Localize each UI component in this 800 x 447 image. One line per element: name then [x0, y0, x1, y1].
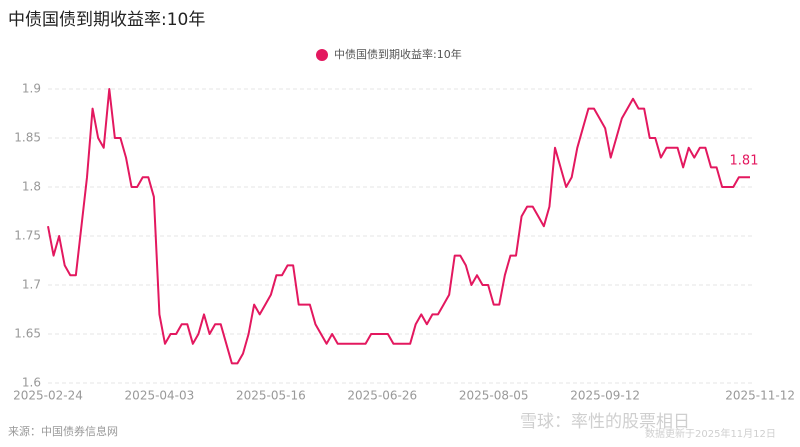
- line: [47, 88, 750, 365]
- source: 来源：中国债券信息网: [8, 424, 118, 438]
- y-tick-label: 1.9: [22, 82, 41, 96]
- update-note: 数据更新于2025年11月12日: [645, 427, 776, 440]
- y-tick-label: 1.75: [14, 229, 41, 243]
- x-tick-label: 2025-08-05: [459, 389, 529, 403]
- x-tick-label: 2025-06-26: [347, 389, 417, 403]
- x-tick-label: 2025-05-16: [236, 389, 306, 403]
- y-tick-label: 1.7: [22, 278, 41, 292]
- x-tick-label: 2025-02-24: [13, 389, 83, 403]
- y-tick-label: 1.8: [22, 180, 41, 194]
- x-tick-label: 2025-09-12: [570, 389, 640, 403]
- value-label: 1.81: [730, 154, 759, 169]
- y-tick-label: 1.65: [14, 327, 41, 341]
- legend-marker: [316, 49, 328, 61]
- legend-label: 中债国债到期收益率:10年: [334, 47, 462, 61]
- x-tick-label: 2025-04-03: [125, 389, 195, 403]
- chart-title: 中债国债到期收益率:10年: [8, 10, 205, 30]
- x-tick-label: 2025-11-12: [725, 389, 795, 403]
- y-tick-label: 1.6: [22, 376, 41, 390]
- y-tick-label: 1.85: [14, 131, 41, 145]
- watermark: 雪球：率性的股票相日: [520, 412, 690, 432]
